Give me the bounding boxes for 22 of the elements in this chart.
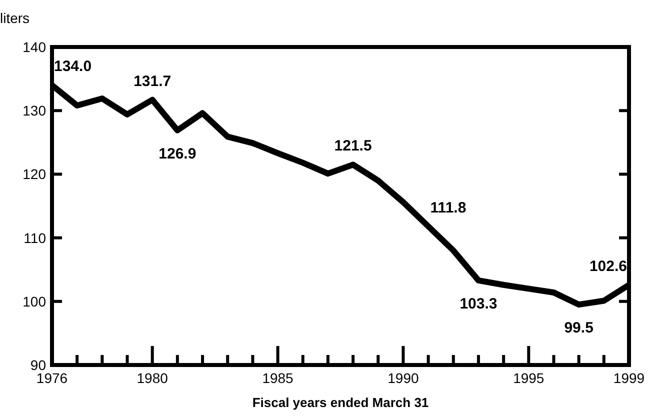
y-tick-label: 140	[22, 39, 46, 55]
x-tick-label: 1976	[36, 370, 68, 386]
data-label: 99.5	[564, 320, 594, 337]
y-tick-label: 110	[24, 230, 46, 246]
x-axis-title: Fiscal years ended March 31	[252, 395, 429, 410]
x-tick-label: 1999	[613, 370, 645, 386]
data-label: 134.0	[54, 58, 92, 76]
x-tick-label: 1985	[262, 370, 294, 386]
y-tick-label: 90	[30, 357, 46, 373]
data-label: 131.7	[134, 72, 172, 90]
x-tick-label: 1980	[136, 370, 168, 386]
data-label: 103.3	[460, 295, 498, 312]
y-tick-label: 100	[22, 293, 46, 310]
x-tick-label: 1990	[388, 370, 419, 386]
y-tick-label: 130	[22, 102, 46, 119]
data-label: 111.8	[430, 199, 466, 216]
y-tick-label: 120	[22, 166, 46, 182]
y-axis-title: liters	[0, 10, 30, 26]
data-label: 102.6	[589, 258, 627, 275]
data-label: 126.9	[158, 145, 196, 162]
x-tick-label: 1995	[513, 370, 544, 386]
data-label: 121.5	[334, 138, 372, 155]
